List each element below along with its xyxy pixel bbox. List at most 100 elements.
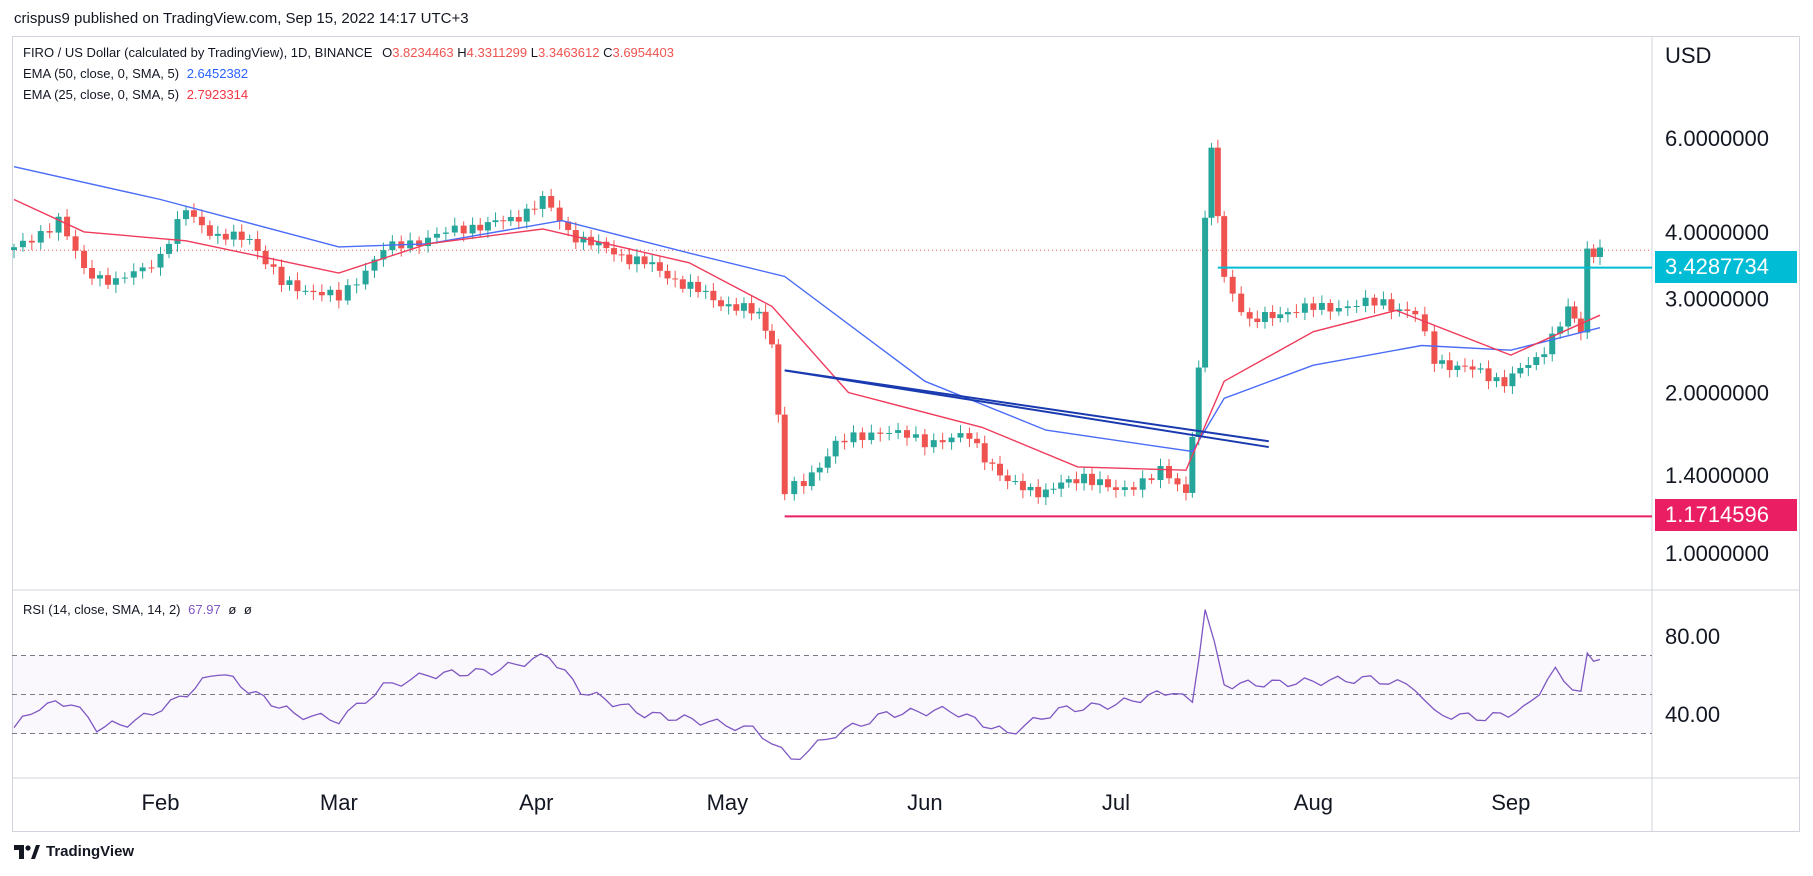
candle-body: [702, 290, 709, 292]
time-tick-label: Mar: [320, 790, 358, 815]
candle-body: [310, 290, 317, 293]
rsi-extra-1: ø: [228, 602, 237, 617]
candle-body: [246, 238, 253, 240]
candle-body: [104, 275, 111, 285]
tradingview-brand[interactable]: TradingView: [14, 843, 134, 860]
candle-body: [515, 217, 522, 222]
candle-body: [302, 290, 309, 292]
price-tick-label: 1.0000000: [1665, 541, 1769, 566]
legend-symbol-row: FIRO / US Dollar (calculated by TradingV…: [23, 45, 674, 60]
candle-body: [1195, 367, 1202, 437]
candle-body: [1353, 306, 1360, 308]
price-tick-label: 3.0000000: [1665, 287, 1769, 312]
candle-body: [603, 241, 610, 249]
candle-body: [687, 281, 694, 289]
candle-body: [198, 216, 205, 226]
candle-body: [318, 292, 325, 296]
candle-body: [112, 278, 119, 285]
close-value: 3.6954403: [612, 45, 674, 60]
candle-body: [948, 437, 955, 443]
rsi-value: 67.97: [188, 602, 221, 617]
candle-body: [679, 279, 686, 289]
legend-ema25-row[interactable]: EMA (25, close, 0, SMA, 5) 2.7923314: [23, 87, 248, 102]
candle-body: [477, 224, 484, 231]
candle-body: [11, 247, 17, 250]
candle-body: [756, 311, 763, 314]
candle-body: [775, 344, 782, 415]
candle-body: [1454, 365, 1461, 371]
ema25-label: EMA (25, close, 0, SMA, 5): [23, 87, 180, 102]
candle-body: [921, 434, 928, 448]
candle-body: [656, 262, 663, 271]
ema50-line: [13, 166, 1601, 453]
candle-body: [672, 278, 679, 280]
candle-body: [1549, 333, 1556, 355]
candle-body: [611, 248, 618, 255]
candle-body: [725, 304, 732, 307]
candle-body: [989, 462, 996, 464]
legend-ema50-row[interactable]: EMA (50, close, 0, SMA, 5) 2.6452382: [23, 66, 248, 81]
candle-body: [768, 330, 775, 345]
candle-body: [912, 434, 919, 438]
open-label: O: [382, 45, 393, 60]
candle-body: [1557, 326, 1564, 334]
candle-body: [254, 238, 261, 251]
candle-body: [72, 236, 79, 251]
candle-body: [1439, 360, 1446, 364]
candle-body: [1208, 147, 1215, 218]
candle-body: [460, 225, 467, 234]
candle-body: [469, 224, 476, 234]
candle-body: [492, 220, 499, 223]
candle-body: [507, 217, 514, 222]
candle-body: [633, 256, 640, 265]
resistance-price-tag: 3.4287734: [1655, 251, 1797, 283]
candle-body: [841, 440, 848, 443]
candle-body: [580, 236, 587, 243]
candle-body: [800, 481, 807, 487]
candle-body: [556, 207, 563, 222]
candle-body: [1148, 478, 1155, 481]
ema50-label: EMA (50, close, 0, SMA, 5): [23, 66, 180, 81]
candle-body: [1577, 318, 1584, 333]
candle-body: [81, 250, 88, 269]
price-tick-label: 4.0000000: [1665, 220, 1769, 245]
candle-body: [1469, 366, 1476, 370]
candle-body: [740, 303, 747, 311]
time-tick-label: Jul: [1102, 790, 1130, 815]
candle-body: [957, 433, 964, 438]
candle-body: [904, 430, 911, 438]
candle-body: [1042, 489, 1049, 498]
candle-body: [791, 481, 798, 495]
candle-body: [531, 208, 538, 210]
candle-body: [371, 259, 378, 271]
legend-rsi-row[interactable]: RSI (14, close, SMA, 14, 2) 67.97 ø ø: [23, 602, 252, 617]
candle-body: [174, 219, 181, 244]
candle-body: [1571, 306, 1578, 319]
rsi-tick-label: 80.00: [1665, 624, 1720, 649]
high-label: H: [457, 45, 467, 60]
time-tick-label: Sep: [1491, 790, 1530, 815]
candle-body: [1065, 479, 1072, 483]
trendline: [784, 369, 1269, 443]
candle-body: [850, 432, 857, 443]
candle-body: [1310, 303, 1317, 310]
candle-body: [121, 277, 128, 279]
candle-body: [89, 268, 96, 279]
time-tick-label: Feb: [142, 790, 180, 815]
candle-body: [1461, 365, 1468, 367]
candle-body: [1344, 306, 1351, 309]
candle-body: [832, 440, 839, 457]
candle-body: [1229, 276, 1236, 294]
candle-body: [649, 262, 656, 265]
candle-body: [930, 440, 937, 448]
close-label: C: [603, 45, 613, 60]
ema50-value: 2.6452382: [186, 66, 249, 81]
brand-name: TradingView: [46, 843, 135, 860]
candle-body: [1590, 248, 1597, 257]
candle-body: [1246, 312, 1253, 319]
candle-body: [238, 231, 245, 240]
symbol-name[interactable]: FIRO / US Dollar (calculated by TradingV…: [23, 45, 373, 60]
candle-body: [748, 303, 755, 314]
rsi-tick-label: 40.00: [1665, 702, 1720, 727]
